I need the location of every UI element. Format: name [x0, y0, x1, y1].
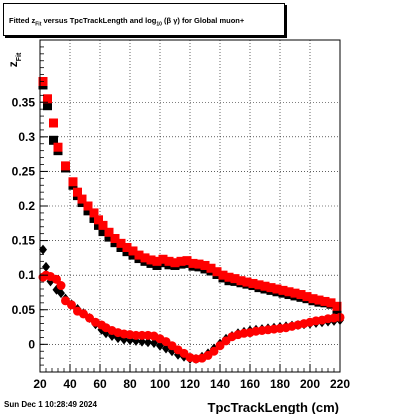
data-point	[134, 250, 144, 260]
chart-title: Fitted zFit versus TpcTrackLength and lo…	[9, 16, 245, 28]
data-point	[104, 227, 114, 237]
data-point	[104, 232, 114, 242]
data-point	[272, 284, 282, 294]
data-point	[332, 301, 342, 311]
y-tick-label: 0.25	[12, 164, 36, 178]
y-tick-label: 0.15	[12, 234, 36, 248]
data-markers	[38, 77, 345, 364]
x-tick-label: 200	[300, 377, 320, 391]
data-point	[110, 234, 120, 244]
data-point	[200, 260, 210, 270]
data-point	[73, 187, 82, 197]
x-axis-title: TpcTrackLength (cm)	[208, 400, 339, 414]
data-point	[278, 285, 288, 295]
x-tick-label: 80	[123, 377, 137, 391]
data-point	[314, 295, 324, 305]
data-point	[308, 294, 318, 304]
data-point	[122, 243, 132, 252]
data-point	[57, 288, 65, 299]
x-tick-label: 20	[33, 377, 47, 391]
data-point	[188, 258, 198, 268]
data-point	[164, 256, 174, 266]
data-point	[236, 276, 246, 286]
data-point	[218, 270, 228, 280]
data-point	[98, 220, 108, 230]
data-point	[56, 281, 66, 291]
x-tick-label: 60	[93, 377, 107, 391]
data-point	[194, 259, 204, 269]
data-point	[42, 261, 50, 272]
data-point	[61, 161, 70, 171]
data-point	[290, 288, 300, 298]
y-axis-title-main: z	[6, 61, 20, 67]
y-axis-title: zFit	[6, 52, 23, 67]
data-point	[140, 253, 150, 263]
data-point	[49, 135, 58, 145]
data-point	[98, 227, 108, 237]
data-point	[152, 256, 162, 266]
data-point	[43, 94, 52, 104]
grid-lines	[40, 40, 340, 372]
y-axis-title-sub: Fit	[16, 52, 23, 61]
y-tick-label: 0.2	[18, 199, 35, 213]
data-point	[39, 244, 47, 255]
data-point	[144, 337, 152, 348]
y-tick-label: 0.3	[18, 130, 35, 144]
data-point	[302, 292, 312, 302]
data-point	[209, 346, 219, 356]
x-tick-label: 120	[180, 377, 200, 391]
svg-text:zFit: zFit	[6, 52, 23, 67]
y-tick-label: 0.35	[12, 95, 36, 109]
data-point	[260, 281, 270, 291]
data-point	[215, 341, 225, 351]
data-point	[326, 298, 336, 308]
y-tick-label: 0	[28, 337, 35, 351]
data-point	[43, 101, 52, 111]
data-point	[212, 267, 222, 277]
data-point	[128, 246, 138, 256]
data-point	[242, 277, 252, 287]
axes: 20 40 60 80 100 120 140 160 180 200 220 0 0.05 0.1 0.1…	[12, 46, 350, 391]
data-point	[158, 254, 168, 264]
y-tick-label: 0.1	[18, 268, 35, 282]
data-point	[170, 258, 180, 268]
x-tick-label: 100	[150, 377, 170, 391]
data-point	[53, 142, 63, 152]
x-tick-label: 220	[330, 377, 350, 391]
data-point	[83, 201, 93, 211]
data-point	[206, 263, 216, 273]
chart-title-box: Fitted zFit versus TpcTrackLength and lo…	[3, 3, 285, 36]
x-tick-label: 160	[240, 377, 260, 391]
data-point	[284, 287, 294, 297]
data-point	[182, 256, 192, 266]
data-point	[77, 194, 87, 204]
x-tick-label: 180	[270, 377, 290, 391]
data-point	[266, 283, 276, 293]
data-point	[254, 280, 264, 290]
data-point	[83, 206, 93, 216]
data-point	[320, 296, 330, 306]
timestamp: Sun Dec 1 10:28:49 2024	[4, 400, 97, 409]
data-point	[230, 274, 240, 284]
data-point	[248, 278, 258, 288]
data-point	[68, 177, 78, 187]
data-point	[116, 238, 126, 248]
data-point	[94, 215, 103, 225]
data-point	[146, 255, 156, 265]
data-point	[49, 118, 58, 128]
data-point	[89, 208, 99, 218]
series-1	[38, 77, 342, 311]
data-point	[67, 300, 76, 310]
x-tick-label: 40	[63, 377, 77, 391]
series-3	[38, 270, 345, 364]
data-point	[52, 274, 61, 284]
x-tick-label: 140	[210, 377, 230, 391]
data-point	[176, 256, 186, 266]
y-tick-label: 0.05	[12, 303, 36, 317]
data-point	[296, 290, 306, 300]
data-point	[224, 272, 234, 282]
